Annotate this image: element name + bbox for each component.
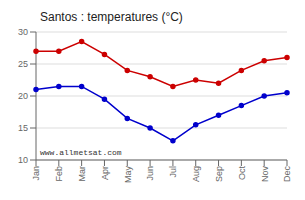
svg-text:30: 30 xyxy=(18,27,28,37)
svg-text:20: 20 xyxy=(18,91,28,101)
svg-text:Aug: Aug xyxy=(191,166,201,182)
svg-text:Oct: Oct xyxy=(237,166,247,181)
svg-text:15: 15 xyxy=(18,123,28,133)
svg-text:Jul: Jul xyxy=(168,166,178,178)
svg-text:Apr: Apr xyxy=(100,166,110,180)
svg-text:Nov: Nov xyxy=(260,166,270,183)
svg-text:Jun: Jun xyxy=(145,166,155,181)
html-text:www.allmetsat.com: www.allmetsat.com xyxy=(40,148,122,157)
html-text:Santos : temperatures (°C): Santos : temperatures (°C) xyxy=(40,10,183,24)
svg-text:25: 25 xyxy=(18,59,28,69)
svg-text:Jan: Jan xyxy=(31,166,41,181)
svg-text:10: 10 xyxy=(18,155,28,165)
svg-text:Dec: Dec xyxy=(282,166,292,183)
svg-text:May: May xyxy=(123,166,133,184)
svg-text:Mar: Mar xyxy=(77,166,87,182)
svg-text:Sep: Sep xyxy=(214,166,224,182)
svg-text:Feb: Feb xyxy=(54,166,64,182)
